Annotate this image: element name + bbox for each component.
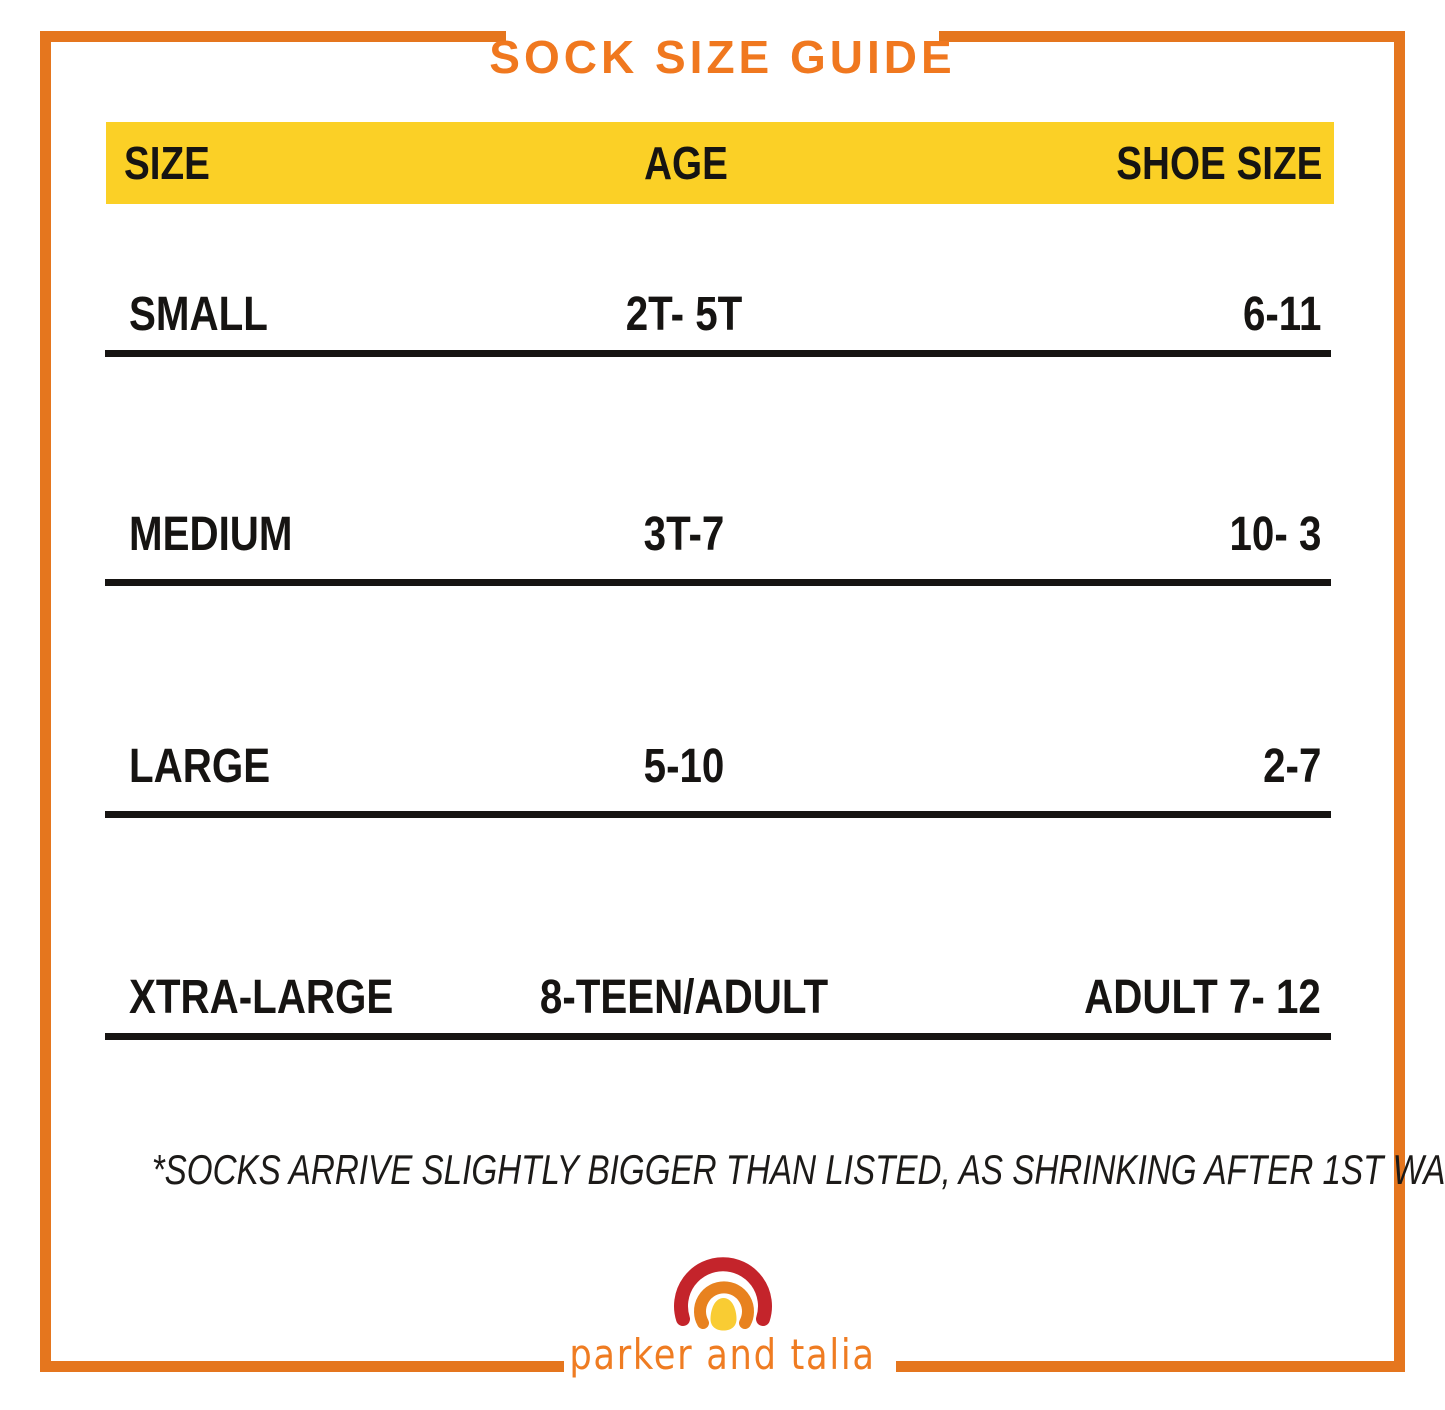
brand-name: parker and talia <box>569 1330 876 1379</box>
row-medium-shoe: 10- 3 <box>1229 508 1321 561</box>
row-xlarge-age: 8-TEEN/ADULT <box>539 971 828 1024</box>
rainbow-icon <box>674 1257 772 1331</box>
row-small-size: SMALL <box>129 288 268 341</box>
header-shoe-size: SHOE SIZE <box>1115 137 1322 189</box>
frame-gap-bottom <box>564 1354 896 1382</box>
row-medium-size: MEDIUM <box>129 508 293 561</box>
frame-gap-top <box>506 24 939 52</box>
header-age: AGE <box>643 137 728 189</box>
row-medium-age: 3T-7 <box>643 508 725 561</box>
table-row-large: LARGE 5-10 2-7 <box>105 738 1331 818</box>
shrink-disclaimer: *SOCKS ARRIVE SLIGHTLY BIGGER THAN LISTE… <box>151 1146 1445 1193</box>
row-large-size: LARGE <box>129 740 271 793</box>
table-row-xtra-large: XTRA-LARGE 8-TEEN/ADULT ADULT 7- 12 <box>105 962 1331 1040</box>
row-small-age: 2T- 5T <box>625 288 742 341</box>
header-size: SIZE <box>124 137 210 189</box>
row-small-shoe: 6-11 <box>1242 288 1321 341</box>
row-large-age: 5-10 <box>643 740 725 793</box>
row-xlarge-shoe: ADULT 7- 12 <box>1084 971 1321 1024</box>
row-xlarge-size: XTRA-LARGE <box>129 971 394 1024</box>
table-row-medium: MEDIUM 3T-7 10- 3 <box>105 508 1331 586</box>
table-header: SIZE AGE SHOE SIZE <box>106 122 1334 204</box>
page-title: SOCK SIZE GUIDE <box>489 31 956 83</box>
row-large-shoe: 2-7 <box>1262 740 1321 793</box>
table-row-small: SMALL 2T- 5T 6-11 <box>105 283 1331 357</box>
